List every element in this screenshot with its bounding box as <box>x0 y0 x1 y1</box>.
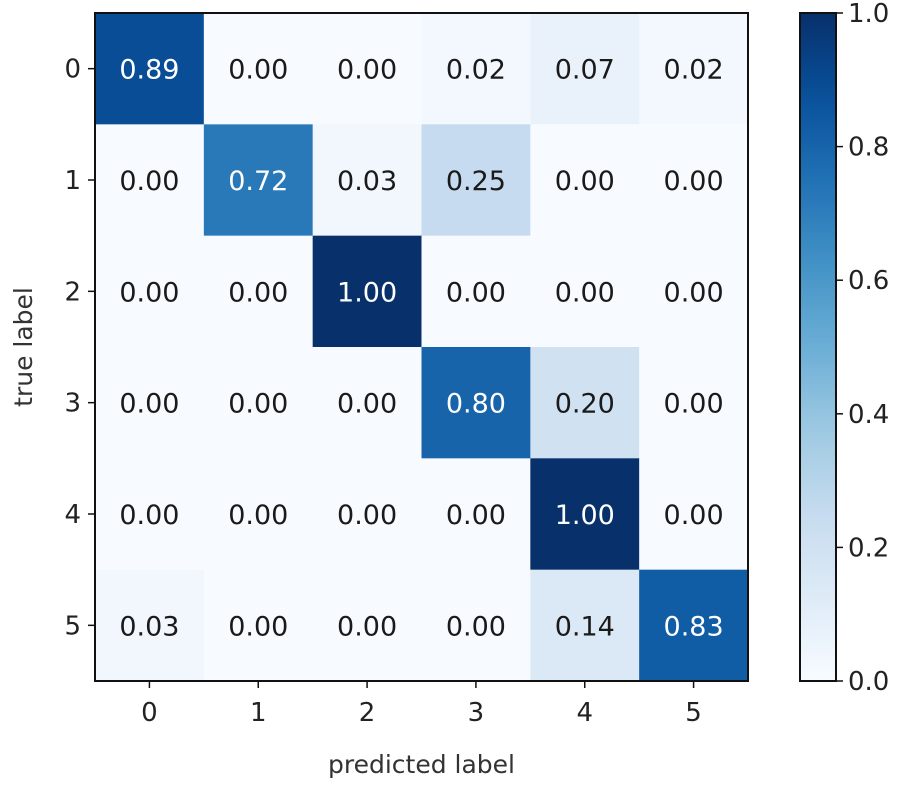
heatmap-cell-5-1 <box>203 569 314 682</box>
colorbar-tick-label-0: 0.0 <box>848 667 889 697</box>
cell-value-label-2-1: 0.00 <box>228 277 288 308</box>
cell-value-label-0-0: 0.89 <box>119 55 179 86</box>
cell-value-label-1-1: 0.72 <box>228 166 288 197</box>
heatmap-cell-3-4 <box>530 347 640 459</box>
y-tick-label-2: 2 <box>64 277 81 307</box>
heatmap-cell-4-5 <box>639 458 749 571</box>
y-tick-label-3: 3 <box>64 389 81 419</box>
heatmap-cell-0-4 <box>530 13 640 125</box>
cell-value-label-4-0: 0.00 <box>119 500 179 531</box>
heatmap-cell-4-2 <box>312 458 422 571</box>
cell-value-label-4-3: 0.00 <box>446 500 506 531</box>
cell-value-label-1-3: 0.25 <box>446 166 506 197</box>
x-tick-label-5: 5 <box>685 698 702 728</box>
colorbar-tick-label-2: 0.4 <box>848 400 889 430</box>
colorbar-tick-label-1: 0.2 <box>848 533 889 563</box>
cell-value-label-3-2: 0.00 <box>337 389 397 420</box>
heatmap-cell-1-1 <box>203 124 314 237</box>
heatmap-cell-5-3 <box>421 569 531 682</box>
y-axis-label: true label <box>9 287 38 407</box>
heatmap-cell-2-0 <box>95 235 205 348</box>
heatmap-cell-3-3 <box>421 347 531 459</box>
cell-value-label-4-5: 0.00 <box>664 500 724 531</box>
heatmap-cell-5-2 <box>312 569 422 682</box>
heatmap-cell-2-5 <box>639 235 749 348</box>
cell-value-label-3-3: 0.80 <box>446 389 506 420</box>
heatmap-cell-0-1 <box>203 13 314 125</box>
colorbar: 0.0 0.2 0.4 0.6 0.8 1.0 <box>799 0 889 697</box>
heatmap-cell-1-5 <box>639 124 749 237</box>
colorbar-tick-label-3: 0.6 <box>848 266 889 296</box>
cell-value-label-1-5: 0.00 <box>664 166 724 197</box>
cell-value-label-3-4: 0.20 <box>555 389 615 420</box>
x-axis-label: predicted label <box>328 750 515 779</box>
heatmap-cell-3-2 <box>312 347 422 459</box>
cell-value-label-3-0: 0.00 <box>119 389 179 420</box>
cell-value-label-2-2: 1.00 <box>337 277 397 308</box>
x-tick-label-2: 2 <box>359 698 376 728</box>
plot-frame <box>94 12 749 682</box>
heatmap-cell-2-2 <box>312 235 422 348</box>
heatmap-cell-5-0 <box>95 569 205 682</box>
cell-value-label-2-0: 0.00 <box>119 277 179 308</box>
x-tick-label-0: 0 <box>141 698 158 728</box>
cell-value-label-1-2: 0.03 <box>337 166 397 197</box>
heatmap-cell-5-4 <box>530 569 640 682</box>
cell-value-label-3-5: 0.00 <box>664 389 724 420</box>
heatmap-cell-2-1 <box>203 235 314 348</box>
cell-value-label-3-1: 0.00 <box>228 389 288 420</box>
cell-value-label-5-5: 0.83 <box>664 611 724 642</box>
heatmap-cell-4-0 <box>95 458 205 571</box>
cell-value-label-2-5: 0.00 <box>664 277 724 308</box>
cell-value-label-2-3: 0.00 <box>446 277 506 308</box>
cell-value-label-0-5: 0.02 <box>664 55 724 86</box>
cell-value-label-4-2: 0.00 <box>337 500 397 531</box>
heatmap-cell-0-3 <box>421 13 531 125</box>
heatmap-cell-2-4 <box>530 235 640 348</box>
heatmap-cell-0-5 <box>639 13 749 125</box>
heatmap-cell-5-5 <box>639 569 749 682</box>
cell-value-label-0-1: 0.00 <box>228 55 288 86</box>
cell-value-label-0-3: 0.02 <box>446 55 506 86</box>
cell-value-label-5-0: 0.03 <box>119 611 179 642</box>
cell-value-label-4-1: 0.00 <box>228 500 288 531</box>
y-tick-label-5: 5 <box>64 611 81 641</box>
cell-value-label-5-4: 0.14 <box>555 611 615 642</box>
cell-value-label-2-4: 0.00 <box>555 277 615 308</box>
cell-value-label-5-1: 0.00 <box>228 611 288 642</box>
heatmap-cell-4-4 <box>530 458 640 571</box>
cell-value-label-5-2: 0.00 <box>337 611 397 642</box>
heatmap-cell-2-3 <box>421 235 531 348</box>
heatmap-cell-3-0 <box>95 347 205 459</box>
heatmap-cell-3-1 <box>203 347 314 459</box>
heatmap-cell-1-0 <box>95 124 205 237</box>
colorbar-gradient <box>799 12 837 682</box>
cell-value-label-1-4: 0.00 <box>555 166 615 197</box>
cell-value-label-1-0: 0.00 <box>119 166 179 197</box>
heatmap-cell-0-2 <box>312 13 422 125</box>
y-tick-label-0: 0 <box>64 55 81 85</box>
y-tick-label-1: 1 <box>64 166 81 196</box>
heatmap-cell-1-4 <box>530 124 640 237</box>
heatmap-cell-0-0 <box>95 13 205 125</box>
heatmap-cell-1-2 <box>312 124 422 237</box>
x-tick-label-3: 3 <box>468 698 485 728</box>
colorbar-tick-label-4: 0.8 <box>848 133 889 163</box>
cell-value-label-0-4: 0.07 <box>555 55 615 86</box>
cell-value-label-5-3: 0.00 <box>446 611 506 642</box>
x-tick-label-1: 1 <box>250 698 267 728</box>
cell-value-label-4-4: 1.00 <box>555 500 615 531</box>
heatmap-cell-3-5 <box>639 347 749 459</box>
y-tick-label-4: 4 <box>64 500 81 530</box>
colorbar-tick-label-5: 1.0 <box>848 0 889 29</box>
heatmap-cell-1-3 <box>421 124 531 237</box>
cell-value-label-0-2: 0.00 <box>337 55 397 86</box>
heatmap-cell-4-1 <box>203 458 314 571</box>
heatmap-cell-4-3 <box>421 458 531 571</box>
x-tick-label-4: 4 <box>576 698 593 728</box>
